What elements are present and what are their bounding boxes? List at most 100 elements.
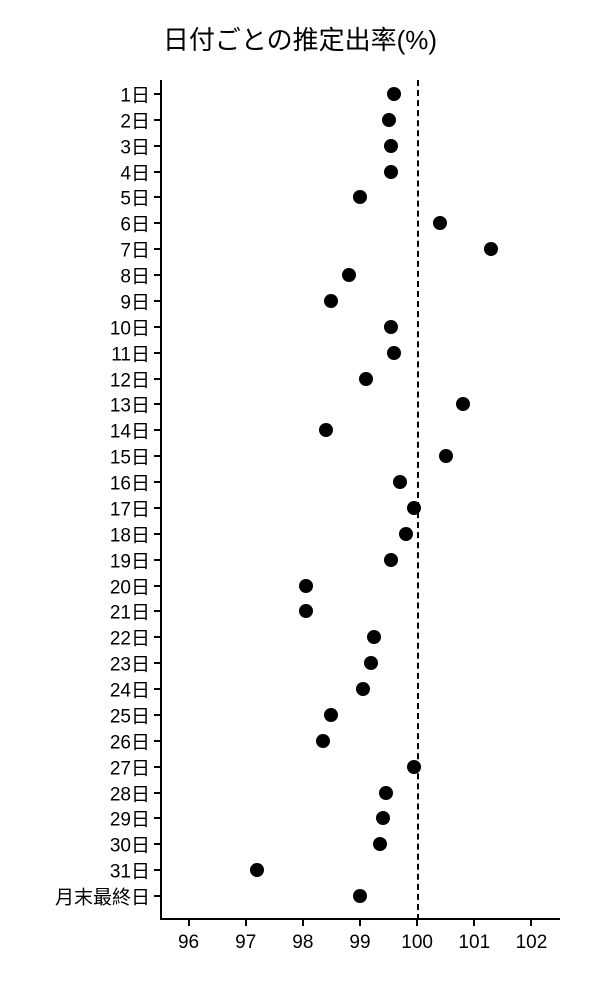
data-point (456, 397, 470, 411)
data-point (373, 837, 387, 851)
data-point (324, 294, 338, 308)
y-tick (154, 455, 160, 457)
y-axis-label: 3日 (120, 132, 150, 159)
y-tick (154, 507, 160, 509)
data-point (324, 708, 338, 722)
y-tick (154, 817, 160, 819)
x-tick (359, 920, 361, 926)
y-tick (154, 559, 160, 561)
data-point (316, 734, 330, 748)
y-axis (160, 80, 162, 920)
reference-line (417, 80, 419, 920)
x-tick (302, 920, 304, 926)
y-axis-label: 4日 (120, 158, 150, 185)
y-tick (154, 636, 160, 638)
data-point (376, 811, 390, 825)
y-axis-label: 15日 (110, 443, 150, 470)
data-point (299, 604, 313, 618)
y-axis-label: 23日 (110, 650, 150, 677)
y-axis-label: 21日 (110, 598, 150, 625)
data-point (384, 553, 398, 567)
y-tick (154, 300, 160, 302)
y-axis-label: 11日 (111, 339, 150, 366)
y-axis-label: 28日 (110, 779, 150, 806)
y-axis-label: 7日 (120, 236, 150, 263)
y-tick (154, 792, 160, 794)
y-axis-label: 17日 (110, 494, 150, 521)
data-point (353, 889, 367, 903)
y-axis-label: 29日 (110, 805, 150, 832)
y-axis-label: 18日 (110, 520, 150, 547)
data-point (384, 320, 398, 334)
data-point (484, 242, 498, 256)
y-tick (154, 895, 160, 897)
x-tick (188, 920, 190, 926)
x-tick (245, 920, 247, 926)
y-tick (154, 352, 160, 354)
data-point (379, 786, 393, 800)
y-axis-label: 30日 (110, 831, 150, 858)
data-point (356, 682, 370, 696)
data-point (393, 475, 407, 489)
y-axis-label: 6日 (120, 210, 150, 237)
data-point (407, 760, 421, 774)
data-point (250, 863, 264, 877)
y-tick (154, 326, 160, 328)
y-axis-label: 13日 (110, 391, 150, 418)
y-axis-label: 14日 (110, 417, 150, 444)
y-axis-label: 8日 (120, 262, 150, 289)
plot-area: 1日2日3日4日5日6日7日8日9日10日11日12日13日14日15日16日1… (160, 80, 560, 920)
data-point (399, 527, 413, 541)
y-tick (154, 378, 160, 380)
data-point (384, 139, 398, 153)
y-axis-label: 10日 (110, 313, 150, 340)
y-axis-label: 月末最終日 (55, 883, 150, 910)
y-tick (154, 248, 160, 250)
y-axis-label: 25日 (110, 701, 150, 728)
data-point (407, 501, 421, 515)
x-axis-label: 96 (178, 932, 199, 954)
x-axis-label: 97 (235, 932, 256, 954)
y-axis-label: 16日 (110, 469, 150, 496)
y-axis-label: 1日 (120, 81, 150, 108)
y-tick (154, 429, 160, 431)
y-tick (154, 869, 160, 871)
data-point (382, 113, 396, 127)
y-axis-label: 9日 (120, 287, 150, 314)
y-axis-label: 31日 (110, 857, 150, 884)
data-point (433, 216, 447, 230)
data-point (367, 630, 381, 644)
y-tick (154, 533, 160, 535)
y-axis-label: 2日 (120, 106, 150, 133)
x-tick (530, 920, 532, 926)
y-tick (154, 274, 160, 276)
y-tick (154, 171, 160, 173)
y-tick (154, 196, 160, 198)
x-axis-label: 99 (349, 932, 370, 954)
data-point (364, 656, 378, 670)
y-tick (154, 585, 160, 587)
y-tick (154, 610, 160, 612)
data-point (353, 190, 367, 204)
y-axis-label: 5日 (120, 184, 150, 211)
y-tick (154, 403, 160, 405)
x-axis-label: 100 (401, 932, 433, 954)
y-axis-label: 22日 (110, 624, 150, 651)
y-tick (154, 119, 160, 121)
x-tick (473, 920, 475, 926)
x-axis-label: 102 (516, 932, 548, 954)
y-axis-label: 24日 (110, 676, 150, 703)
y-tick (154, 688, 160, 690)
y-tick (154, 766, 160, 768)
data-point (359, 372, 373, 386)
data-point (319, 423, 333, 437)
y-tick (154, 145, 160, 147)
y-axis-label: 27日 (110, 753, 150, 780)
y-tick (154, 843, 160, 845)
x-axis-label: 101 (458, 932, 490, 954)
y-axis-label: 19日 (110, 546, 150, 573)
chart-container: 日付ごとの推定出率(%) 1日2日3日4日5日6日7日8日9日10日11日12日… (0, 0, 600, 1000)
chart-title: 日付ごとの推定出率(%) (0, 20, 600, 57)
data-point (387, 87, 401, 101)
y-axis-label: 20日 (110, 572, 150, 599)
